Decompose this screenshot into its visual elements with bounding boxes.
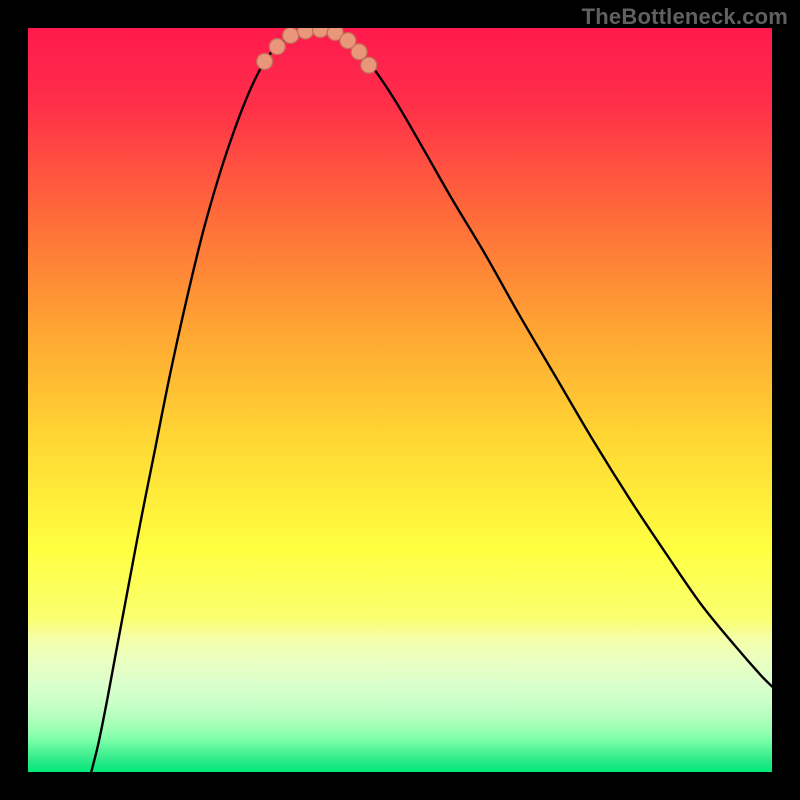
watermark-text: TheBottleneck.com — [582, 4, 788, 30]
marker-point-7 — [351, 44, 367, 60]
marker-point-2 — [283, 28, 299, 43]
gradient-background — [28, 28, 772, 772]
marker-point-8 — [361, 57, 377, 73]
chart-svg — [28, 28, 772, 772]
plot-area — [28, 28, 772, 772]
marker-point-3 — [298, 28, 314, 39]
chart-frame: TheBottleneck.com — [0, 0, 800, 800]
marker-point-0 — [257, 53, 273, 69]
marker-point-1 — [269, 39, 285, 55]
